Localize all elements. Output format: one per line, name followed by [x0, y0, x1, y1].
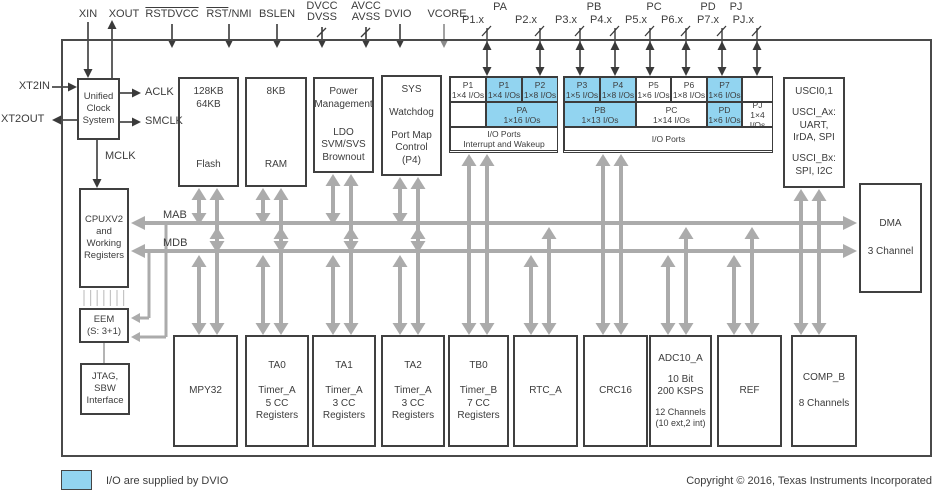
block-usci: USCI0,1 USCI_Ax: UART, IrDA, SPI USCI_Bx: S…	[783, 77, 845, 188]
port-cell-p1: P1 1×4 I/Os	[486, 77, 522, 102]
signal-aclk: ACLK	[145, 86, 174, 98]
block-sys-watchdog: SYS Watchdog Port Map Control (P4)	[381, 75, 442, 176]
pin-avcc-avss: AVCC AVSS	[351, 0, 381, 23]
port-table-pa: P1 1×4 I/Os P1 1×4 I/Os P2 1×8 I/Os PA 1×16 I/O…	[449, 76, 558, 153]
port-cell-pc: PC 1×14 I/Os	[636, 102, 707, 127]
pin-vcore: VCORE	[427, 8, 467, 20]
copyright-text: Copyright © 2016, Texas Instruments Inco…	[686, 475, 932, 487]
port-cell-pj: PJ 1×4 I/Os	[742, 102, 773, 127]
block-rtc: RTC_A	[513, 335, 578, 447]
bus-label-mdb: MDB	[163, 237, 188, 249]
block-adc10: ADC10_A 10 Bit 200 KSPS 12 Channels (10 ex…	[649, 335, 712, 447]
pin-dvcc-dvss: DVCC DVSS	[306, 0, 338, 23]
pin-p4x: P4.x	[589, 14, 612, 26]
block-power-management: Power Management LDO SVM/SVS Brownout	[313, 77, 374, 173]
port-cell-empty	[450, 102, 486, 127]
pin-rst-nmi: RST/NMI	[206, 8, 252, 20]
signal-mclk: MCLK	[105, 150, 136, 162]
pin-xt2out: XT2OUT	[1, 113, 45, 125]
block-cpu: CPUXV2 and Working Registers	[79, 188, 129, 288]
port-group-pa: PA	[493, 1, 507, 13]
pin-p6x: P6.x	[660, 14, 683, 26]
port-cell-ioports: I/O Ports	[564, 127, 773, 151]
pin-p3x: P3.x	[554, 14, 577, 26]
port-cell-pa: PA 1×16 I/Os	[486, 102, 558, 127]
block-eem: EEM (S: 3+1)	[79, 308, 129, 343]
block-ta2: TA2 Timer_A 3 CC Registers	[381, 335, 445, 447]
block-ref: REF	[717, 335, 782, 447]
pin-bslen: BSLEN	[258, 8, 296, 20]
port-cell-pd: PD 1×6 I/Os	[707, 102, 742, 127]
block-comp-b: COMP_B 8 Channels	[791, 335, 857, 447]
port-group-pc: PC	[646, 1, 662, 13]
pin-pjx: PJ.x	[732, 14, 754, 26]
port-cell-p4: P4 1×8 I/Os	[600, 77, 636, 102]
port-cell-p2: P2 1×8 I/Os	[522, 77, 558, 102]
block-crc16: CRC16	[583, 335, 648, 447]
pin-p7x: P7.x	[696, 14, 719, 26]
port-group-pd: PD	[700, 1, 716, 13]
pin-xout: XOUT	[108, 8, 140, 20]
port-table-pb: P3 1×5 I/Os P4 1×8 I/Os P5 1×6 I/Os P6 1×8 I/Os…	[563, 76, 773, 153]
block-tb0: TB0 Timer_B 7 CC Registers	[448, 335, 509, 447]
port-cell-p5: P5 1×6 I/Os	[636, 77, 671, 102]
block-mpy32: MPY32	[173, 335, 238, 447]
block-dma: DMA 3 Channel	[859, 183, 922, 293]
legend-text: I/O are supplied by DVIO	[106, 475, 229, 487]
port-cell-p1: P1 1×4 I/Os	[450, 77, 486, 102]
pin-rstdvcc: RSTDVCC	[145, 8, 199, 20]
signal-smclk: SMCLK	[145, 115, 183, 127]
block-jtag-sbw: JTAG, SBW Interface	[80, 363, 130, 415]
block-unified-clock-system: Unified Clock System	[77, 78, 120, 140]
pin-p2x: P2.x	[514, 14, 537, 26]
port-group-pj: PJ	[729, 1, 743, 13]
port-cell-p3: P3 1×5 I/Os	[564, 77, 600, 102]
bus-label-mab: MAB	[163, 209, 187, 221]
port-cell-p6: P6 1×8 I/Os	[671, 77, 707, 102]
port-cell-ioports: I/O Ports Interrupt and Wakeup	[450, 127, 558, 151]
pin-xin: XIN	[78, 8, 98, 20]
pin-dvio: DVIO	[384, 8, 412, 20]
legend-dvio-swatch	[61, 470, 92, 490]
block-ta1: TA1 Timer_A 3 CC Registers	[312, 335, 376, 447]
pin-xt2in: XT2IN	[18, 80, 50, 92]
port-cell-pb: PB 1×13 I/Os	[564, 102, 636, 127]
port-group-pb: PB	[586, 1, 602, 13]
pin-p5x: P5.x	[624, 14, 647, 26]
pin-p1x: P1.x	[461, 14, 484, 26]
port-cell-p7: P7 1×6 I/Os	[707, 77, 742, 102]
block-ram: 8KB RAM	[245, 77, 307, 187]
port-cell-empty	[742, 77, 773, 102]
block-flash: 128KB 64KB Flash	[178, 77, 239, 187]
block-ta0: TA0 Timer_A 5 CC Registers	[245, 335, 309, 447]
